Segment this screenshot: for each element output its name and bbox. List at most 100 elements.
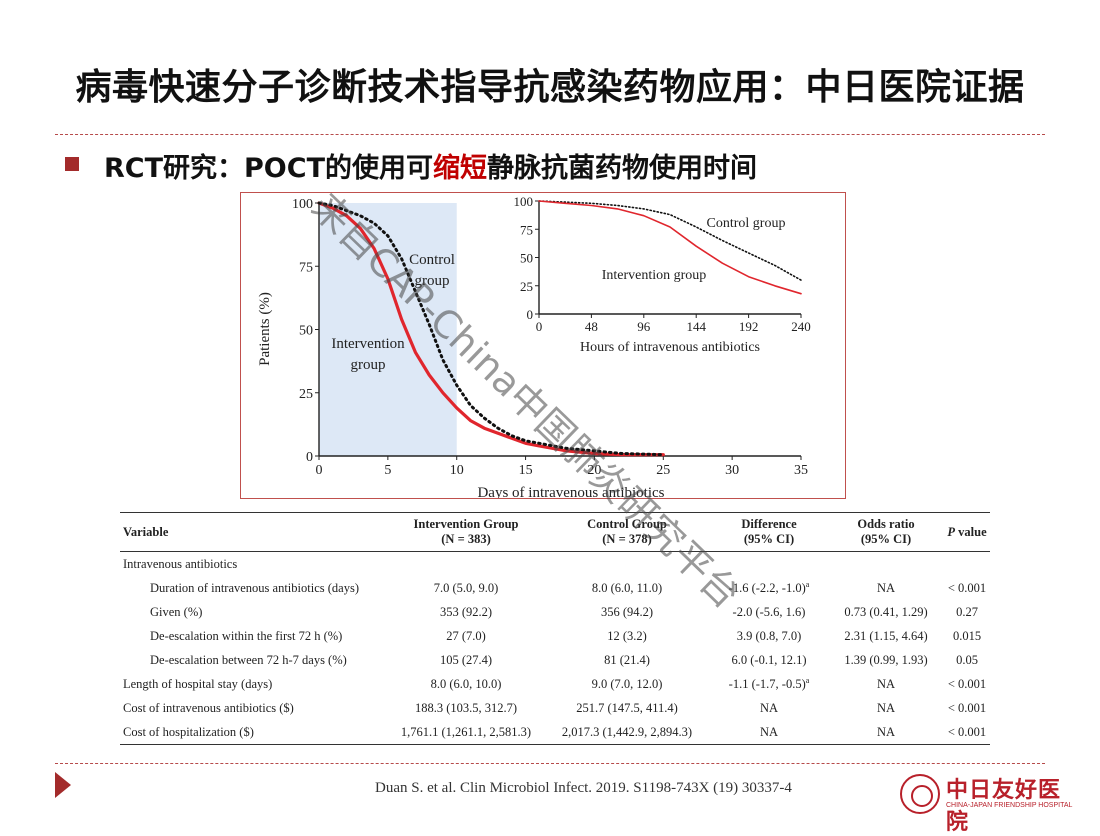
bullet-text-suffix: 静脉抗菌药物使用时间 (487, 153, 757, 184)
cell-variable: De-escalation within the first 72 h (%) (120, 624, 388, 648)
logo-subtitle: CHINA-JAPAN FRIENDSHIP HOSPITAL (946, 802, 1073, 809)
cell-p: < 0.001 (944, 576, 990, 600)
cell-variable-text: Cost of hospitalization ($) (123, 724, 254, 739)
cell-control: 2,017.3 (1,442.9, 2,894.3) (544, 720, 710, 745)
cell-intervention-text: 188.3 (103.5, 312.7) (414, 700, 518, 715)
cell-difference-text: 6.0 (-0.1, 12.1) (731, 652, 807, 667)
bullet-text-highlight: 缩短 (433, 153, 487, 184)
cell-odds-text: 0.73 (0.41, 1.29) (844, 604, 928, 619)
cell-p-text: 0.015 (952, 628, 982, 643)
inset-y-tick-label: 100 (514, 194, 534, 209)
cell-control-text: 356 (94.2) (600, 604, 654, 619)
cell-odds-text: NA (876, 676, 896, 691)
cell-odds: 1.39 (0.99, 1.93) (828, 648, 944, 672)
cell-intervention: 105 (27.4) (388, 648, 544, 672)
main-label-intervention-line2: group (351, 357, 386, 373)
section-label: Intravenous antibiotics (123, 556, 238, 571)
hospital-logo: 中日友好医院 CHINA-JAPAN FRIENDSHIP HOSPITAL (900, 772, 1072, 835)
cell-control-text: 81 (21.4) (604, 652, 650, 667)
triangle-arrow-icon (55, 772, 71, 798)
col-header-intervention: Intervention Group (N = 383) (388, 512, 544, 552)
footnote-marker: a (805, 579, 810, 589)
cell-control: 356 (94.2) (544, 600, 710, 624)
cell-variable-text: Length of hospital stay (days) (123, 676, 273, 691)
cell-difference-text: NA (759, 724, 779, 739)
cell-intervention-text: 8.0 (6.0, 10.0) (430, 676, 502, 691)
cell-control-text: 9.0 (7.0, 12.0) (591, 676, 663, 691)
cell-variable: De-escalation between 72 h-7 days (%) (120, 648, 388, 672)
cell-variable-text: De-escalation between 72 h-7 days (%) (150, 652, 347, 667)
cell-intervention-text: 353 (92.2) (439, 604, 493, 619)
col-header-control: Control Group (N = 378) (544, 512, 710, 552)
bullet-text-prefix: RCT研究：POCT的使用可 (104, 153, 433, 184)
cell-intervention-text: 1,761.1 (1,261.1, 2,581.3) (400, 724, 532, 739)
slide-title: 病毒快速分子诊断技术指导抗感染药物应用：中日医院证据 (75, 67, 1025, 108)
cell-intervention: 188.3 (103.5, 312.7) (388, 696, 544, 720)
inset-y-tick-label: 25 (520, 279, 533, 294)
inset-label-intervention: Intervention group (602, 268, 707, 283)
main-x-tick-label: 30 (725, 463, 739, 478)
cell-difference: -1.1 (-1.7, -0.5)a (710, 672, 828, 696)
inset-x-tick-label: 240 (791, 319, 811, 334)
col-header-odds: Odds ratio (95% CI) (828, 512, 944, 552)
main-x-tick-label: 5 (384, 463, 391, 478)
main-y-tick-label: 100 (292, 197, 313, 212)
inset-series-control-line (538, 200, 802, 281)
col-header-odds-line1: Odds ratio (857, 517, 915, 531)
main-series-intervention-line (317, 201, 665, 457)
cell-intervention-text: 27 (7.0) (446, 628, 486, 643)
cell-difference: NA (710, 720, 828, 745)
inset-x-tick-label: 192 (739, 319, 759, 334)
cell-p: 0.015 (944, 624, 990, 648)
col-header-p-value: P value (944, 512, 990, 552)
cell-control: 12 (3.2) (544, 624, 710, 648)
cell-intervention: 1,761.1 (1,261.1, 2,581.3) (388, 720, 544, 745)
main-y-axis-label: Patients (%) (257, 292, 273, 366)
cell-odds: NA (828, 576, 944, 600)
table-section-row: Intravenous antibiotics (120, 552, 990, 577)
cell-p-text: < 0.001 (947, 724, 987, 739)
cell-difference-text: -2.0 (-5.6, 1.6) (732, 604, 806, 619)
bottom-divider (55, 763, 1045, 764)
col-header-odds-line2: (95% CI) (860, 532, 912, 546)
survival-chart-svg: 0 25 50 75 100 0 5 10 15 20 25 30 35 Days of intraven… (257, 194, 811, 498)
bullet-square-icon (65, 157, 79, 171)
main-x-tick-label: 35 (794, 463, 808, 478)
col-header-intervention-line1: Intervention Group (413, 517, 519, 531)
cell-difference: 3.9 (0.8, 7.0) (710, 624, 828, 648)
col-header-difference-line1: Difference (741, 517, 797, 531)
cell-difference-text: -1.6 (-2.2, -1.0) (728, 581, 806, 596)
main-label-control-line1: Control (409, 252, 455, 268)
main-x-tick-label: 10 (450, 463, 464, 478)
cell-variable: Length of hospital stay (days) (120, 672, 388, 696)
main-label-control-line2: group (415, 273, 450, 289)
cell-odds: NA (828, 672, 944, 696)
inset-x-axis-label: Hours of intravenous antibiotics (580, 340, 760, 355)
cell-p: < 0.001 (944, 672, 990, 696)
inset-y-tick-label: 75 (520, 222, 533, 237)
table-header-row: Variable Intervention Group (N = 383) Con… (120, 512, 990, 552)
main-y-tick-label: 50 (299, 324, 313, 339)
cell-control-text: 251.7 (147.5, 411.4) (576, 700, 678, 715)
cell-difference-text: -1.1 (-1.7, -0.5) (728, 677, 806, 692)
main-shaded-region (319, 203, 457, 456)
cell-control: 81 (21.4) (544, 648, 710, 672)
table-row: De-escalation between 72 h-7 days (%) 105… (120, 648, 990, 672)
col-header-variable: Variable (120, 512, 388, 552)
col-header-p-letter: P (947, 524, 956, 539)
cell-odds: NA (828, 696, 944, 720)
col-header-difference: Difference (95% CI) (710, 512, 828, 552)
cell-variable: Cost of intravenous antibiotics ($) (120, 696, 388, 720)
cell-p-text: < 0.001 (947, 700, 987, 715)
hospital-seal-icon (900, 774, 940, 814)
cell-variable-text: Cost of intravenous antibiotics ($) (123, 700, 294, 715)
main-y-tick-label: 0 (306, 450, 313, 465)
cell-variable: Given (%) (120, 600, 388, 624)
cell-variable-text: De-escalation within the first 72 h (%) (150, 628, 343, 643)
cell-odds: 0.73 (0.41, 1.29) (828, 600, 944, 624)
citation: Duan S. et al. Clin Microbiol Infect. 20… (375, 780, 792, 796)
col-header-difference-line2: (95% CI) (743, 532, 795, 546)
cell-odds-text: NA (876, 724, 896, 739)
inset-y-tick-label: 50 (520, 251, 533, 266)
cell-p-text: 0.05 (956, 652, 978, 667)
